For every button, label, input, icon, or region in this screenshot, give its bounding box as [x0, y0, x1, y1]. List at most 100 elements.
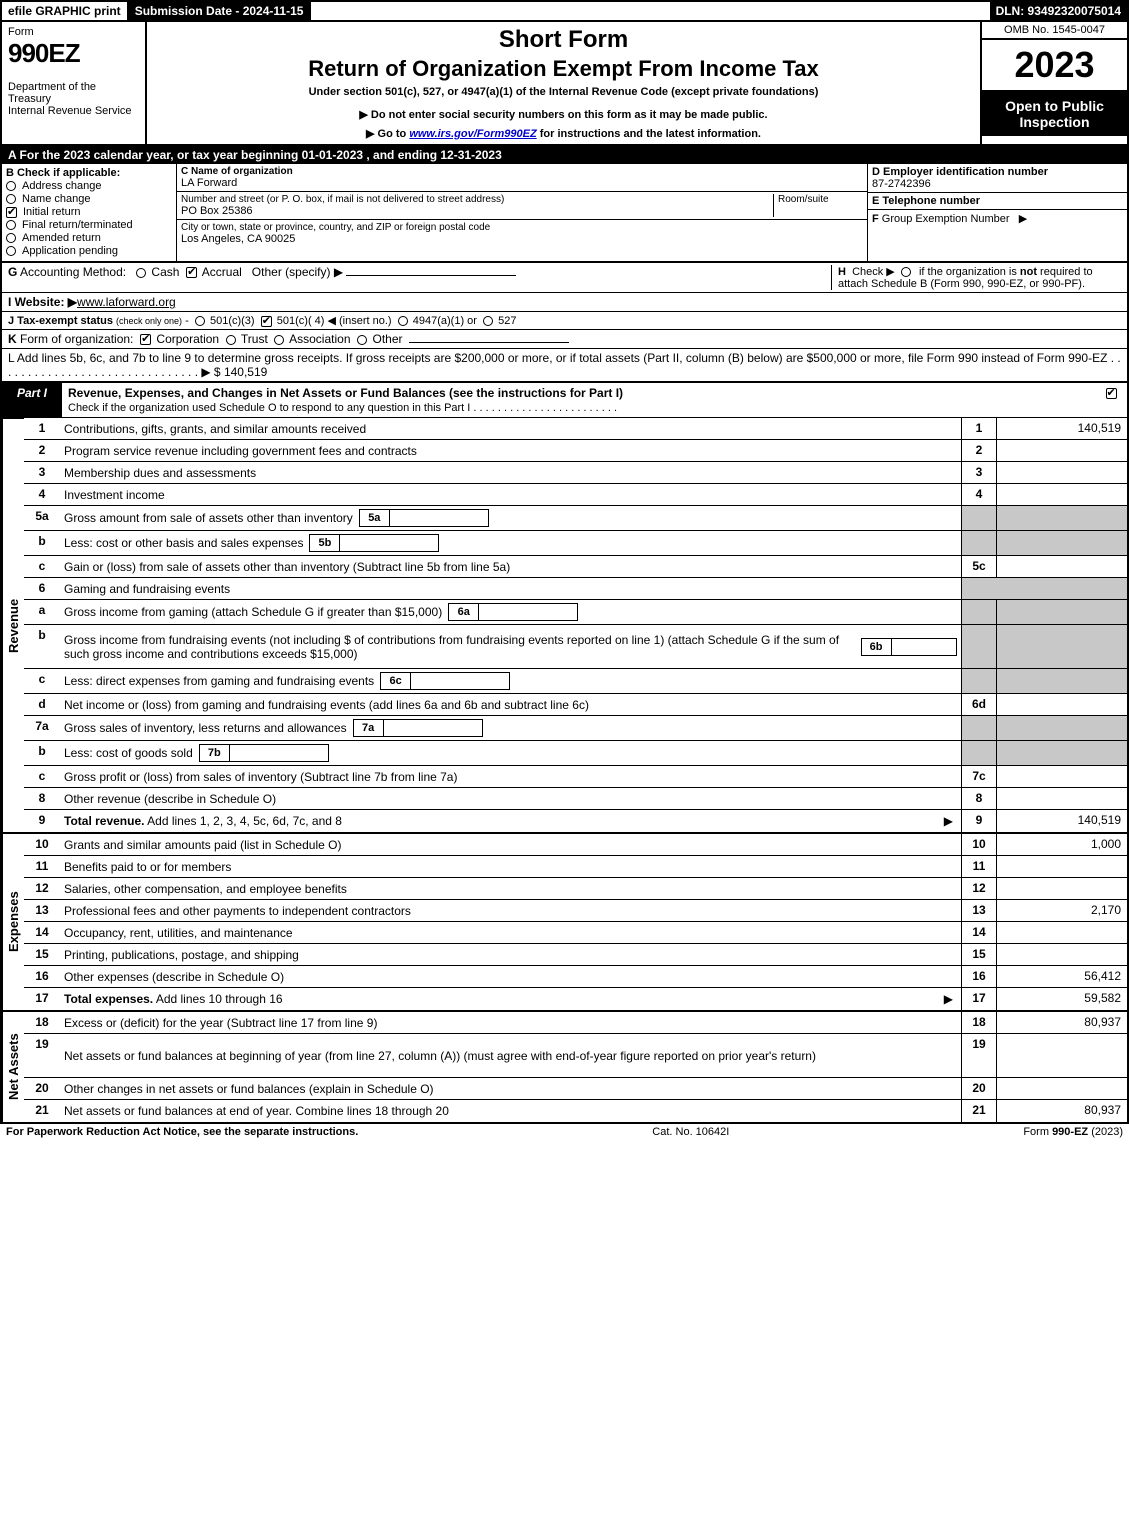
- line-number: 19: [24, 1034, 60, 1077]
- inline-box: 6b: [861, 638, 957, 656]
- line-value: [997, 944, 1127, 965]
- line-row: 7aGross sales of inventory, less returns…: [24, 716, 1127, 741]
- tax-year: 2023: [982, 40, 1127, 92]
- check-amended-return[interactable]: [6, 233, 16, 243]
- check-initial-return[interactable]: [6, 207, 17, 218]
- part1-schedule-o-check[interactable]: [1106, 388, 1117, 399]
- line-number: 21: [24, 1100, 60, 1122]
- line-row: 11Benefits paid to or for members11: [24, 856, 1127, 878]
- submission-date: Submission Date - 2024-11-15: [129, 2, 312, 20]
- h-check[interactable]: [901, 267, 911, 277]
- right-line-number: [961, 506, 997, 530]
- right-line-number: 1: [961, 418, 997, 439]
- line-value: [997, 788, 1127, 809]
- accrual-check[interactable]: [186, 267, 197, 278]
- line-row: 3Membership dues and assessments3: [24, 462, 1127, 484]
- right-line-number: 8: [961, 788, 997, 809]
- line-row: bLess: cost of goods sold7b: [24, 741, 1127, 766]
- form-number: 990EZ: [8, 38, 139, 69]
- line-number: a: [24, 600, 60, 624]
- line-number: 3: [24, 462, 60, 483]
- right-line-number: 12: [961, 878, 997, 899]
- line-number: 14: [24, 922, 60, 943]
- inline-box: 6c: [380, 672, 510, 690]
- line-value: [997, 506, 1127, 530]
- city-label: City or town, state or province, country…: [181, 222, 490, 233]
- line-row: 14Occupancy, rent, utilities, and mainte…: [24, 922, 1127, 944]
- line-row: bGross income from fundraising events (n…: [24, 625, 1127, 669]
- j-501c[interactable]: [261, 316, 272, 327]
- line-desc: Contributions, gifts, grants, and simila…: [60, 418, 961, 439]
- line-number: 18: [24, 1012, 60, 1033]
- line-value: 59,582: [997, 988, 1127, 1010]
- k-trust[interactable]: [226, 335, 236, 345]
- j-501c3[interactable]: [195, 316, 205, 326]
- line-row: 18Excess or (deficit) for the year (Subt…: [24, 1012, 1127, 1034]
- right-line-number: [961, 531, 997, 555]
- line-value: [997, 669, 1127, 693]
- c-name-label: C Name of organization: [181, 166, 293, 177]
- open-inspection: Open to Public Inspection: [982, 92, 1127, 136]
- j-4947[interactable]: [398, 316, 408, 326]
- right-line-number: 10: [961, 834, 997, 855]
- check-final-return[interactable]: [6, 220, 16, 230]
- right-line-number: [961, 625, 997, 668]
- line-a: A For the 2023 calendar year, or tax yea…: [0, 146, 1129, 164]
- d-label: D Employer identification number: [872, 166, 1123, 178]
- line-number: b: [24, 531, 60, 555]
- right-line-number: 16: [961, 966, 997, 987]
- line-row: 6Gaming and fundraising events: [24, 578, 1127, 600]
- cash-radio[interactable]: [136, 268, 146, 278]
- right-line-number: 18: [961, 1012, 997, 1033]
- part1-title: Revenue, Expenses, and Changes in Net As…: [62, 383, 1097, 417]
- line-row: 12Salaries, other compensation, and empl…: [24, 878, 1127, 900]
- line-row: cGross profit or (loss) from sales of in…: [24, 766, 1127, 788]
- k-other[interactable]: [357, 335, 367, 345]
- col-b: B Check if applicable: Address change Na…: [2, 164, 177, 261]
- line-value: 1,000: [997, 834, 1127, 855]
- do-not-warning: ▶ Do not enter social security numbers o…: [153, 108, 974, 121]
- line-row: 20Other changes in net assets or fund ba…: [24, 1078, 1127, 1100]
- right-line-number: 11: [961, 856, 997, 877]
- line-desc: Program service revenue including govern…: [60, 440, 961, 461]
- short-form-title: Short Form: [153, 26, 974, 54]
- expenses-side-label: Expenses: [2, 834, 24, 1010]
- line-number: 15: [24, 944, 60, 965]
- line-value: [997, 766, 1127, 787]
- footer-left: For Paperwork Reduction Act Notice, see …: [6, 1126, 358, 1138]
- line-row: bLess: cost or other basis and sales exp…: [24, 531, 1127, 556]
- check-name-change[interactable]: [6, 194, 16, 204]
- check-application-pending[interactable]: [6, 246, 16, 256]
- line-value: 2,170: [997, 900, 1127, 921]
- right-line-number: 4: [961, 484, 997, 505]
- line-value: [997, 856, 1127, 877]
- line-k: K Form of organization: Corporation Trus…: [0, 330, 1129, 349]
- check-address-change[interactable]: [6, 181, 16, 191]
- line-number: 12: [24, 878, 60, 899]
- right-line-number: 5c: [961, 556, 997, 577]
- website-link[interactable]: www.laforward.org: [77, 295, 176, 309]
- line-desc: Excess or (deficit) for the year (Subtra…: [60, 1012, 961, 1033]
- line-number: 10: [24, 834, 60, 855]
- line-row: 1Contributions, gifts, grants, and simil…: [24, 418, 1127, 440]
- right-line-number: 19: [961, 1034, 997, 1077]
- f-label: F Group Exemption Number ▶: [872, 212, 1123, 225]
- line-number: b: [24, 741, 60, 765]
- line-value: [997, 1078, 1127, 1099]
- irs-link[interactable]: www.irs.gov/Form990EZ: [409, 128, 536, 140]
- j-527[interactable]: [483, 316, 493, 326]
- line-j: J Tax-exempt status (check only one) - 5…: [0, 312, 1129, 330]
- line-number: 16: [24, 966, 60, 987]
- line-row: 13Professional fees and other payments t…: [24, 900, 1127, 922]
- line-value: [997, 922, 1127, 943]
- line-number: 11: [24, 856, 60, 877]
- right-line-number: 15: [961, 944, 997, 965]
- line-desc: Membership dues and assessments: [60, 462, 961, 483]
- k-assoc[interactable]: [274, 335, 284, 345]
- line-desc: Total revenue. Add lines 1, 2, 3, 4, 5c,…: [60, 810, 961, 832]
- dept-label: Department of the Treasury Internal Reve…: [8, 81, 139, 117]
- line-value: [997, 716, 1127, 740]
- efile-label[interactable]: efile GRAPHIC print: [2, 2, 129, 20]
- right-line-number: 7c: [961, 766, 997, 787]
- k-corp[interactable]: [140, 334, 151, 345]
